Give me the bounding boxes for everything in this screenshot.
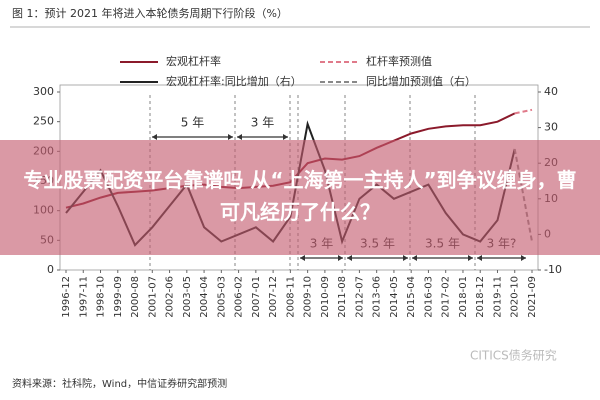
y-tick-label: 250 <box>33 115 54 128</box>
x-tick-label: 1998-10 <box>96 276 107 318</box>
legend-label: 宏观杠杆率:同比增加（右） <box>166 74 302 88</box>
x-tick-label: 2007-01 <box>251 276 262 318</box>
x-tick-label: 2016-03 <box>423 276 434 318</box>
x-tick-label: 2005-03 <box>216 276 227 318</box>
x-tick-label: 2013-06 <box>372 276 383 318</box>
annotation: 3 年 <box>251 116 274 130</box>
x-tick-label: 2002-06 <box>165 276 176 318</box>
x-tick-label: 2014-05 <box>389 276 400 318</box>
annotation: 5 年 <box>181 116 204 130</box>
x-tick-label: 2019-11 <box>492 276 503 318</box>
source: 资料来源：社科院，Wind，中信证券研究部预测 <box>12 377 227 390</box>
x-tick-label: 2000-08 <box>130 276 141 318</box>
legend-label: 同比增加预测值（右） <box>366 74 476 88</box>
x-tick-label: 2015-04 <box>406 276 417 318</box>
legend-label: 杠杆率预测值 <box>366 54 432 68</box>
y-tick-label: 0 <box>47 263 54 276</box>
x-tick-label: 2018-01 <box>458 276 469 318</box>
x-tick-label: 2017-02 <box>441 276 452 318</box>
x-tick-label: 2008-11 <box>285 276 296 318</box>
x-tick-label: 1996-12 <box>61 276 72 318</box>
x-tick-label: 2018-12 <box>475 276 486 318</box>
x-tick-label: 1997-11 <box>78 276 89 318</box>
banner: 专业股票配资平台靠谱吗 从“上海第一主持人”到争议缠身，曹可凡经历了什么？ <box>0 140 600 255</box>
arrow-head <box>477 255 526 261</box>
arrow-head <box>300 255 343 261</box>
x-tick-label: 2021-09 <box>527 276 538 318</box>
x-tick-label: 1999-09 <box>113 276 124 318</box>
legend-label: 宏观杠杆率 <box>166 54 221 68</box>
x-tick-label: 2003-05 <box>182 276 193 318</box>
x-tick-label: 2011-08 <box>337 276 348 318</box>
series-line <box>514 108 533 115</box>
chart-title: 图 1：预计 2021 年将进入本轮债务周期下行阶段（%） <box>12 6 288 20</box>
y2-tick-label: 40 <box>544 85 558 98</box>
x-tick-label: 2007-12 <box>268 276 279 318</box>
x-tick-label: 2006-02 <box>234 276 245 318</box>
watermark: CITICS债务研究 <box>470 348 557 363</box>
x-tick-label: 2009-10 <box>303 276 314 318</box>
y-tick-label: 300 <box>33 85 54 98</box>
x-tick-label: 2001-07 <box>147 276 158 318</box>
x-tick-label: 2004-04 <box>199 276 210 318</box>
x-tick-label: 2020-10 <box>510 276 521 318</box>
x-tick-label: 2010-09 <box>320 276 331 318</box>
x-tick-label: 2012-07 <box>354 276 365 318</box>
y2-tick-label: -10 <box>544 263 562 276</box>
y2-tick-label: 30 <box>544 121 558 134</box>
